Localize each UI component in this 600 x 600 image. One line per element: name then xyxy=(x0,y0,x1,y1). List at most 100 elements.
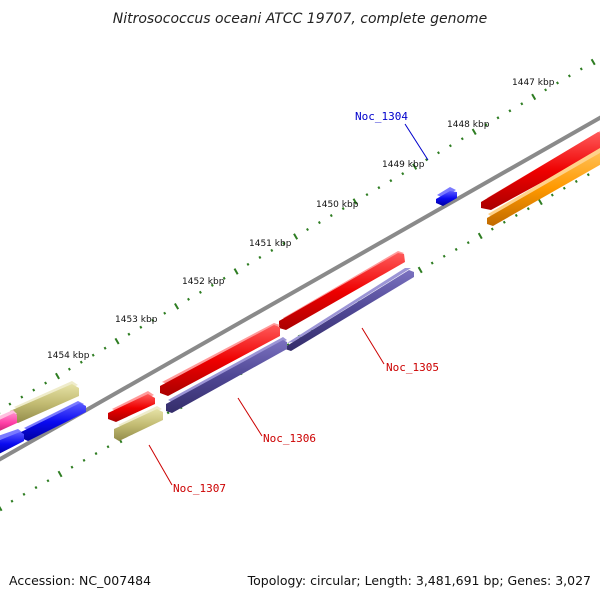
callout-line-noc-1306 xyxy=(237,397,263,437)
inner-minor-tick xyxy=(466,241,470,245)
inner-minor-tick xyxy=(514,213,518,217)
gene-noc-1304[interactable] xyxy=(436,187,457,206)
inner-minor-tick xyxy=(454,247,458,251)
outer-minor-tick xyxy=(377,186,381,190)
map-title: Nitrosococcus oceani ATCC 19707, complet… xyxy=(113,11,488,27)
outer-minor-tick xyxy=(258,255,262,259)
callout-line-noc-1307 xyxy=(148,444,173,486)
genome-backbone xyxy=(0,115,600,462)
gene-label-noc-1305[interactable]: Noc_1305 xyxy=(386,361,439,374)
inner-minor-tick xyxy=(10,499,14,503)
gene-noc-1305-red[interactable] xyxy=(279,251,405,330)
inner-major-tick xyxy=(537,198,543,206)
outer-major-tick xyxy=(174,302,180,310)
gene-blue-left-small[interactable] xyxy=(0,429,24,456)
gene-features xyxy=(0,128,600,456)
outer-minor-tick xyxy=(210,283,214,287)
tick-label-1448: 1448 kbp xyxy=(447,120,490,130)
outer-minor-tick xyxy=(448,144,452,148)
inner-major-tick xyxy=(477,232,483,240)
inner-minor-tick xyxy=(490,227,494,231)
outer-minor-tick xyxy=(270,248,274,252)
inner-minor-tick xyxy=(550,193,554,197)
tick-label-1450: 1450 kbp xyxy=(316,200,359,210)
outer-minor-tick xyxy=(389,179,393,183)
outer-minor-tick xyxy=(306,227,309,232)
callout-line-noc-1304 xyxy=(404,123,429,161)
outer-minor-tick xyxy=(282,241,286,245)
outer-minor-tick xyxy=(44,381,48,385)
inner-minor-tick xyxy=(562,186,566,190)
outer-minor-tick xyxy=(32,388,36,392)
tick-label-1453: 1453 kbp xyxy=(115,315,158,325)
outer-minor-tick xyxy=(127,332,131,336)
inner-minor-tick xyxy=(442,254,446,258)
gene-label-noc-1307[interactable]: Noc_1307 xyxy=(173,482,226,495)
outer-minor-tick xyxy=(425,158,429,162)
inner-minor-tick xyxy=(106,445,110,449)
outer-minor-tick xyxy=(187,297,190,301)
inner-major-tick xyxy=(0,505,3,512)
tick-label-1449: 1449 kbp xyxy=(382,160,425,170)
outer-major-tick xyxy=(352,198,358,205)
gene-blue-left[interactable] xyxy=(21,401,86,441)
outer-major-tick xyxy=(233,268,239,275)
inner-minor-tick xyxy=(22,492,26,496)
outer-minor-tick xyxy=(484,123,488,127)
tick-label-1451: 1451 kbp xyxy=(249,239,292,249)
outer-minor-tick xyxy=(91,353,95,357)
outer-minor-tick xyxy=(20,395,24,399)
outer-minor-tick xyxy=(401,172,405,176)
outer-minor-tick xyxy=(556,81,559,85)
outer-minor-tick xyxy=(79,360,83,364)
outer-major-tick xyxy=(531,93,537,101)
outer-minor-tick xyxy=(317,221,321,225)
outer-minor-tick xyxy=(496,116,500,120)
gene-red-right[interactable] xyxy=(481,128,600,210)
outer-minor-tick xyxy=(437,151,440,155)
gene-noc-1307-olive[interactable] xyxy=(114,406,163,441)
outer-minor-tick xyxy=(544,88,548,92)
accession-text: Accession: NC_007484 xyxy=(9,573,152,588)
gene-orange-right[interactable] xyxy=(487,145,600,226)
outer-major-tick xyxy=(471,128,477,136)
outer-minor-tick xyxy=(329,214,333,218)
outer-major-tick xyxy=(293,233,299,240)
tick-label-1452: 1452 kbp xyxy=(182,277,225,287)
inner-minor-tick xyxy=(430,261,434,265)
inner-minor-tick xyxy=(166,411,170,415)
gene-pink-left[interactable] xyxy=(0,410,17,433)
inner-minor-tick xyxy=(46,479,50,483)
gene-label-noc-1306[interactable]: Noc_1306 xyxy=(263,432,316,445)
inner-major-tick xyxy=(57,470,63,478)
inner-minor-tick xyxy=(526,207,530,211)
outer-minor-tick xyxy=(365,193,369,197)
outer-minor-tick xyxy=(579,67,583,71)
inner-minor-tick xyxy=(586,173,590,177)
outer-minor-tick xyxy=(151,318,155,322)
gene-noc-1306-purple[interactable] xyxy=(166,337,287,413)
outer-minor-tick xyxy=(567,74,571,78)
genome-summary-text: Topology: circular; Length: 3,481,691 bp… xyxy=(247,573,591,588)
inner-minor-tick xyxy=(574,179,578,183)
tick-label-1447: 1447 kbp xyxy=(512,78,555,88)
gene-label-noc-1304[interactable]: Noc_1304 xyxy=(355,110,408,123)
outer-major-tick xyxy=(590,58,596,66)
outer-major-tick xyxy=(55,372,60,380)
outer-minor-tick xyxy=(508,109,512,113)
outer-minor-tick xyxy=(163,311,167,315)
outer-minor-tick xyxy=(103,346,107,350)
outer-major-tick xyxy=(412,163,418,170)
gene-olive-left[interactable] xyxy=(10,381,79,423)
gene-noc-1305-purple[interactable] xyxy=(285,268,414,351)
outer-minor-tick xyxy=(222,276,226,280)
gene-noc-1306-red[interactable] xyxy=(160,323,280,396)
inner-major-tick xyxy=(417,266,423,274)
inner-minor-tick xyxy=(82,458,86,462)
gene-noc-1307-red[interactable] xyxy=(108,391,155,422)
outer-minor-tick xyxy=(246,262,250,266)
outer-minor-tick xyxy=(341,207,345,211)
callout-line-noc-1305 xyxy=(361,327,385,365)
inner-minor-tick xyxy=(70,465,74,469)
inner-minor-tick xyxy=(34,486,38,490)
